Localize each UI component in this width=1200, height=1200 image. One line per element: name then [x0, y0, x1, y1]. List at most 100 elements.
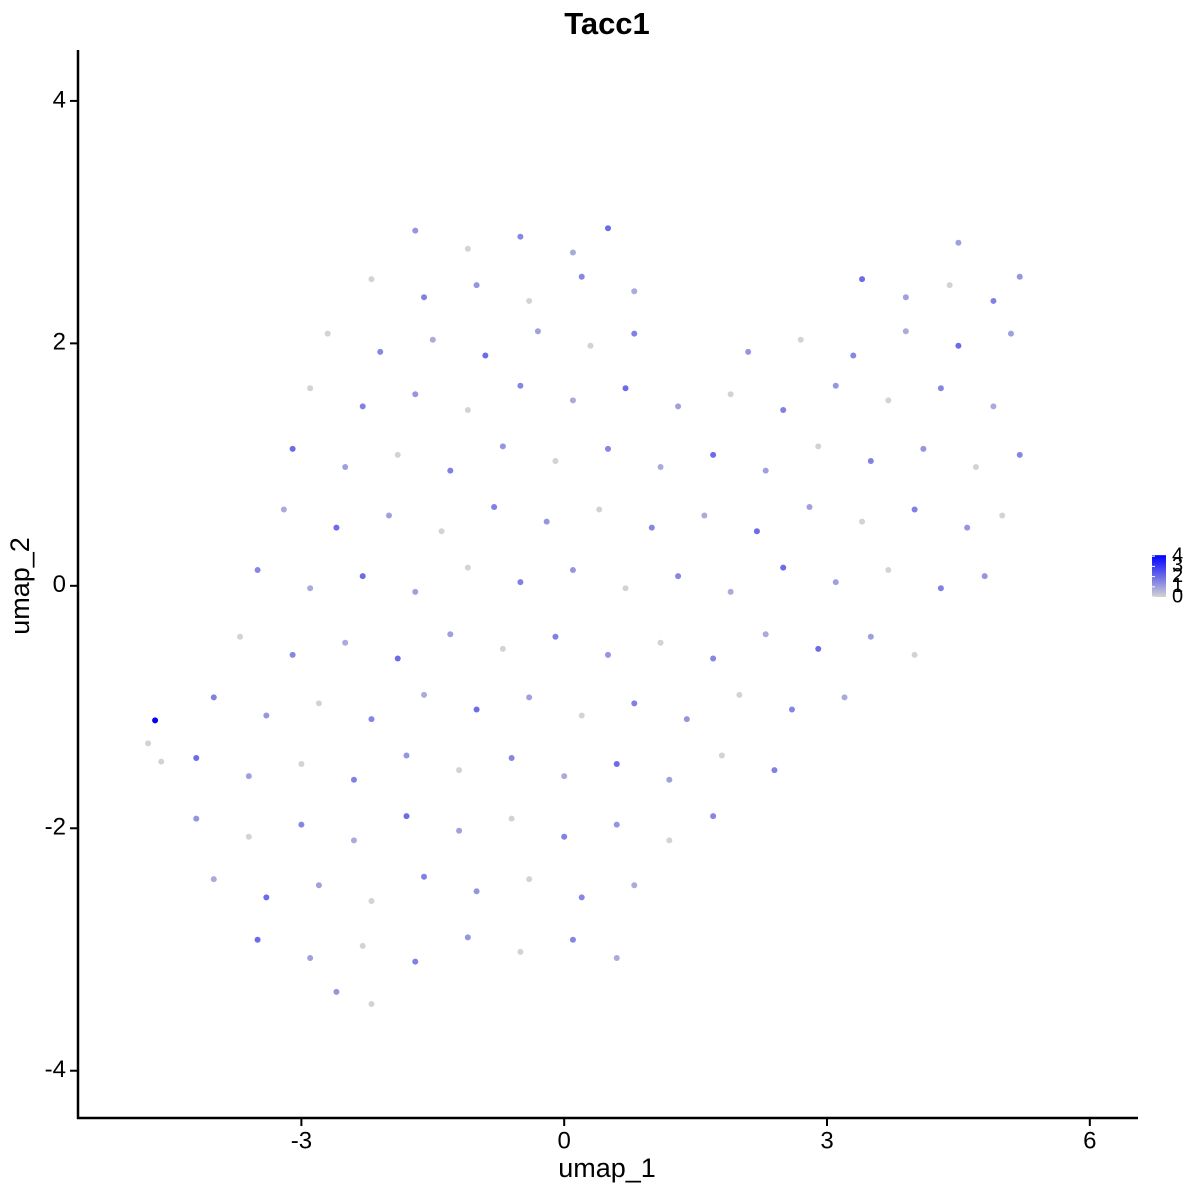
- point: [394, 451, 401, 458]
- point: [517, 382, 524, 389]
- point: [464, 564, 471, 571]
- point: [788, 706, 795, 713]
- point: [526, 694, 533, 701]
- point: [482, 352, 489, 359]
- point: [152, 717, 159, 724]
- point: [342, 464, 349, 471]
- point: [368, 898, 375, 905]
- point: [333, 524, 340, 531]
- point: [263, 712, 270, 719]
- point: [315, 882, 322, 889]
- point: [605, 225, 611, 232]
- point: [753, 528, 760, 535]
- point: [902, 294, 909, 301]
- point: [359, 403, 366, 410]
- point: [456, 827, 463, 834]
- point: [920, 445, 927, 452]
- point: [859, 518, 866, 525]
- point: [412, 588, 419, 595]
- point: [237, 633, 244, 640]
- point: [377, 348, 384, 355]
- point: [543, 518, 550, 525]
- point: [412, 958, 419, 965]
- point: [762, 631, 769, 638]
- point: [911, 651, 918, 658]
- point: [499, 443, 506, 450]
- point: [298, 821, 305, 828]
- point: [710, 655, 717, 662]
- point: [605, 651, 611, 658]
- point: [815, 443, 822, 450]
- point: [832, 382, 839, 389]
- point: [473, 706, 480, 713]
- point: [762, 467, 769, 474]
- point: [245, 833, 252, 840]
- point: [552, 457, 559, 464]
- point: [631, 700, 638, 707]
- point: [552, 633, 559, 640]
- point: [333, 988, 340, 995]
- point: [315, 700, 322, 707]
- point: [648, 524, 655, 531]
- x-tick-label: 6: [1083, 1127, 1096, 1154]
- point: [999, 512, 1006, 519]
- point: [464, 934, 471, 941]
- point: [429, 336, 436, 343]
- colorbar-tick-label: 0: [1172, 585, 1183, 607]
- point: [937, 585, 944, 592]
- point: [464, 407, 471, 414]
- point: [657, 464, 664, 471]
- point: [508, 815, 515, 822]
- point: [578, 273, 585, 280]
- point: [499, 645, 506, 652]
- point: [193, 754, 200, 761]
- point: [972, 464, 979, 471]
- point: [657, 639, 664, 646]
- point: [438, 528, 445, 535]
- point: [990, 403, 997, 410]
- point: [412, 391, 419, 398]
- point: [666, 837, 673, 844]
- point: [350, 837, 357, 844]
- point: [727, 391, 734, 398]
- point: [631, 288, 638, 295]
- point: [245, 773, 252, 780]
- point: [718, 752, 725, 759]
- point: [263, 894, 270, 901]
- point: [412, 227, 419, 234]
- y-tick-label: 4: [53, 86, 66, 113]
- colorbar-tick-label: 4: [1172, 544, 1183, 566]
- point: [596, 506, 603, 513]
- point: [421, 691, 428, 698]
- point: [622, 385, 629, 392]
- point: [464, 245, 471, 252]
- point: [210, 876, 217, 883]
- y-axis-label: umap_2: [5, 537, 35, 635]
- point: [631, 330, 638, 337]
- point: [368, 1001, 375, 1008]
- point: [859, 276, 866, 283]
- point: [491, 504, 498, 511]
- point: [675, 573, 682, 580]
- point: [193, 815, 200, 822]
- point: [806, 504, 813, 511]
- point: [210, 694, 217, 701]
- point: [298, 761, 305, 768]
- point: [447, 467, 454, 474]
- point: [421, 294, 428, 301]
- colorbar-tick-label: 2: [1172, 565, 1183, 587]
- point: [736, 691, 743, 698]
- point: [526, 876, 533, 883]
- point: [1016, 451, 1023, 458]
- point: [613, 954, 620, 961]
- point: [981, 573, 988, 580]
- point: [955, 342, 962, 349]
- point: [517, 579, 524, 586]
- x-tick-label: 0: [558, 1127, 571, 1154]
- point: [955, 239, 962, 246]
- point: [517, 233, 524, 240]
- point: [745, 348, 752, 355]
- point: [254, 936, 261, 943]
- point: [1016, 273, 1023, 280]
